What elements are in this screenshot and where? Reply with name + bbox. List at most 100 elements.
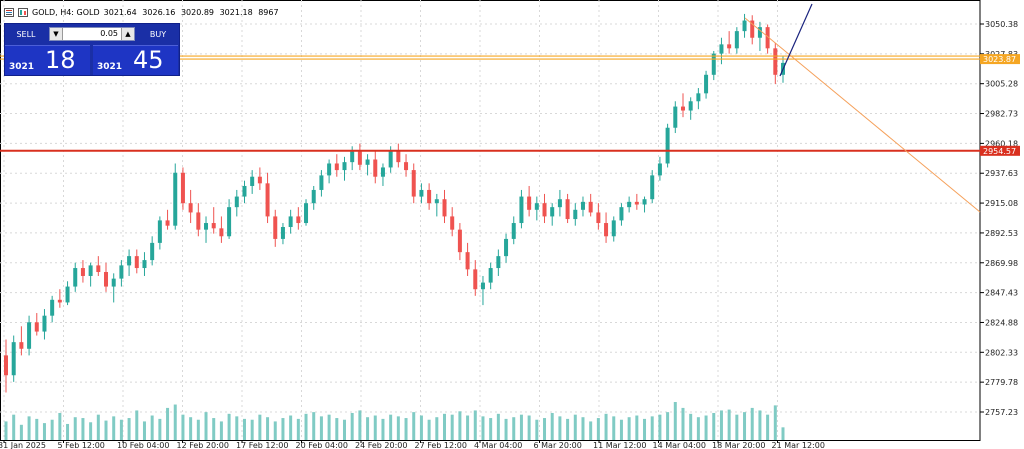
candle-body <box>173 172 178 226</box>
candle-body <box>204 223 209 230</box>
volume-bar <box>212 418 216 440</box>
time-tick-label: 6 Mar 20:00 <box>534 441 582 449</box>
candle-body <box>273 216 278 239</box>
buy-quote[interactable]: 3021 45 <box>93 45 178 75</box>
candle-body <box>411 170 416 197</box>
volume-bar <box>350 412 354 440</box>
plot-frame <box>0 0 981 441</box>
volume-bar <box>566 418 570 440</box>
candle-body <box>265 183 270 217</box>
volume-bar <box>404 418 408 440</box>
volume-bar <box>204 412 208 440</box>
volume-bar <box>727 409 731 440</box>
volume-bar <box>50 419 54 440</box>
buy-price-big: 45 <box>133 46 164 74</box>
volume-bar <box>558 416 562 440</box>
candle-body <box>750 20 755 38</box>
trend-line-blue[interactable] <box>779 3 813 77</box>
volume-bar <box>342 419 346 440</box>
candle-body <box>88 265 93 276</box>
volume-bar <box>527 415 531 440</box>
volume-bar <box>35 418 39 440</box>
volume-bar <box>112 416 116 440</box>
candle-body <box>296 216 301 224</box>
low-value: 3020.89 <box>180 7 215 17</box>
candle-body <box>342 162 347 171</box>
volume-bar <box>235 416 239 440</box>
candle-body <box>642 199 647 205</box>
candle-body <box>565 199 570 220</box>
candle-body <box>80 268 85 276</box>
candle-body <box>219 228 224 237</box>
volume-bar <box>304 413 308 440</box>
price-tick-label: 2779.78 <box>985 378 1018 387</box>
candle-body <box>327 163 332 176</box>
volume-bar <box>66 423 70 440</box>
candle-body <box>504 238 509 257</box>
candle-body <box>357 151 362 165</box>
trend-line-orange[interactable] <box>744 17 981 213</box>
sell-quote[interactable]: 3021 18 <box>5 45 90 75</box>
lot-size-field[interactable]: ▼ 0.05 ▲ <box>49 27 135 41</box>
sell-button[interactable]: SELL <box>16 29 36 39</box>
volume-bar <box>89 422 93 440</box>
lot-size-value[interactable]: 0.05 <box>100 29 118 38</box>
candle-body <box>288 216 293 228</box>
high-value: 3026.16 <box>142 7 176 17</box>
candle-body <box>27 322 32 349</box>
time-tick-label: 17 Feb 12:00 <box>236 441 288 449</box>
volume-bar <box>704 415 708 440</box>
time-tick-label: 21 Mar 12:00 <box>772 441 825 449</box>
buy-price-prefix: 3021 <box>97 62 123 72</box>
volume-bar <box>127 418 131 440</box>
candle-body <box>619 207 624 221</box>
candle-body <box>304 203 309 224</box>
candles-icon[interactable] <box>18 7 28 17</box>
candle-body <box>280 227 285 239</box>
volume-bar <box>358 410 362 440</box>
volume-bar <box>496 413 500 440</box>
candle-body <box>519 196 524 224</box>
buy-button[interactable]: BUY <box>149 29 167 39</box>
candle-body <box>604 223 609 237</box>
time-tick-label: 12 Feb 20:00 <box>177 441 229 449</box>
price-tick-label: 2802.33 <box>985 348 1018 357</box>
chart-menu-icon[interactable] <box>4 7 14 17</box>
candle-body <box>719 44 724 54</box>
time-tick-label: 11 Mar 12:00 <box>593 441 646 449</box>
volume-value: 8967 <box>258 7 279 17</box>
volume-bar <box>766 414 770 440</box>
volume-bar <box>319 416 323 440</box>
lot-increase-icon[interactable]: ▲ <box>121 28 134 40</box>
volume-bar <box>181 414 185 440</box>
lot-decrease-icon[interactable]: ▼ <box>50 28 63 40</box>
candle-body <box>119 265 124 279</box>
sell-price-big: 18 <box>45 46 76 74</box>
volume-bar <box>389 414 393 440</box>
candle-body <box>657 163 662 176</box>
candle-body <box>773 48 778 75</box>
sell-price-prefix: 3021 <box>9 62 35 72</box>
symbol-name: GOLD, H4: GOLD <box>32 7 100 17</box>
volume-bar <box>435 417 439 440</box>
candle-body <box>150 242 155 261</box>
volume-bar <box>58 412 62 440</box>
volume-bar <box>373 415 377 440</box>
candle-body <box>696 93 701 102</box>
candle-body <box>104 272 109 287</box>
candle-body <box>50 299 55 316</box>
volume-bar <box>619 419 623 440</box>
volume-bar <box>196 419 200 440</box>
time-tick-label: 18 Mar 20:00 <box>712 441 765 449</box>
volume-bar <box>396 416 400 440</box>
candle-body <box>580 201 585 210</box>
candle-body <box>211 223 216 229</box>
candle-body <box>557 199 562 208</box>
volume-bar <box>119 419 123 440</box>
candle-body <box>65 286 70 303</box>
candle-body <box>573 209 578 220</box>
candle-body <box>350 151 355 163</box>
candle-body <box>319 175 324 190</box>
